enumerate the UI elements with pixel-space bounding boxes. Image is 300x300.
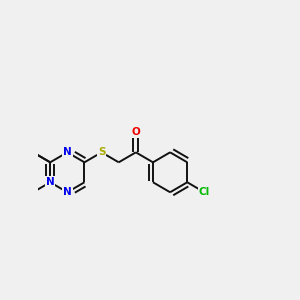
Text: O: O <box>131 128 140 137</box>
Text: N: N <box>63 147 72 157</box>
Text: N: N <box>46 177 55 187</box>
Text: N: N <box>63 187 72 197</box>
Text: S: S <box>98 147 105 157</box>
Text: Cl: Cl <box>199 187 210 197</box>
